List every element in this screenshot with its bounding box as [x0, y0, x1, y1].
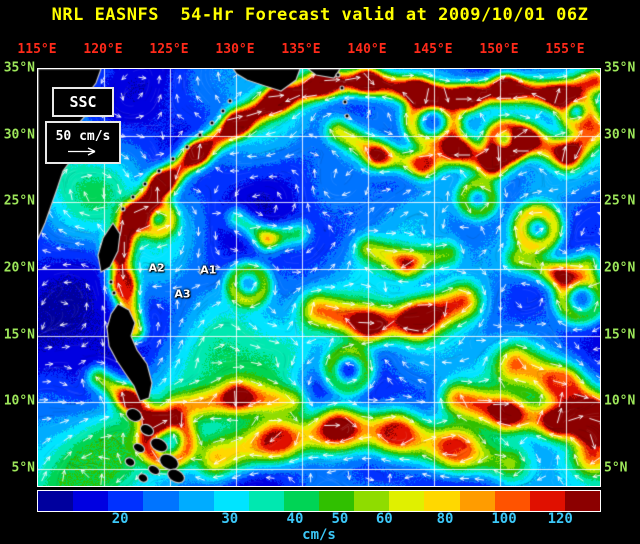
- lon-tick-label: 125°E: [149, 42, 188, 57]
- lon-tick-label: 120°E: [83, 42, 122, 57]
- lat-tick-label: 10°N: [0, 394, 35, 409]
- colorbar-segment: [214, 491, 249, 511]
- colorbar-unit-label: cm/s: [302, 527, 336, 543]
- colorbar-segment: [179, 491, 214, 511]
- colorbar-segment: [389, 491, 424, 511]
- lon-tick-label: 115°E: [17, 42, 56, 57]
- colorbar-segment: [424, 491, 459, 511]
- model-label-box: SSC: [52, 87, 114, 117]
- colorbar-tick-label: 20: [112, 511, 129, 527]
- forecast-page: NRL EASNFS 54-Hr Forecast valid at 2009/…: [0, 0, 640, 544]
- lat-tick-label: 20°N: [0, 261, 35, 276]
- velocity-scale-label: 50 cm/s: [56, 129, 111, 144]
- colorbar-segment: [108, 491, 143, 511]
- forecast-map: SSC 50 cm/s A1 A2 A3: [37, 68, 601, 487]
- colorbar-tick-label: 100: [491, 511, 516, 527]
- colorbar-segment: [143, 491, 178, 511]
- lat-tick-label: 20°N: [604, 261, 640, 276]
- lat-tick-label: 10°N: [604, 394, 640, 409]
- current-speed-field-canvas: [38, 69, 600, 486]
- station-annotation: A2: [148, 261, 164, 274]
- colorbar-segment: [354, 491, 389, 511]
- lat-tick-label: 35°N: [0, 61, 35, 76]
- colorbar-tick-label: 120: [548, 511, 573, 527]
- lon-tick-label: 140°E: [347, 42, 386, 57]
- lon-tick-label: 155°E: [545, 42, 584, 57]
- lat-tick-label: 35°N: [604, 61, 640, 76]
- lon-tick-label: 145°E: [413, 42, 452, 57]
- colorbar-segment: [284, 491, 319, 511]
- lat-tick-label: 25°N: [0, 194, 35, 209]
- colorbar-segment: [460, 491, 495, 511]
- page-title: NRL EASNFS 54-Hr Forecast valid at 2009/…: [0, 5, 640, 25]
- station-annotation: A3: [174, 287, 190, 300]
- lon-tick-label: 150°E: [479, 42, 518, 57]
- lat-tick-label: 15°N: [0, 327, 35, 342]
- colorbar-tick-label: 80: [437, 511, 454, 527]
- colorbar-tick-label: 60: [376, 511, 393, 527]
- model-label: SSC: [69, 93, 96, 111]
- lat-tick-label: 15°N: [604, 327, 640, 342]
- lat-tick-label: 30°N: [0, 127, 35, 142]
- lat-tick-label: 30°N: [604, 127, 640, 142]
- colorbar: [37, 490, 601, 512]
- colorbar-tick-label: 40: [287, 511, 304, 527]
- colorbar-segment: [495, 491, 530, 511]
- lat-tick-label: 5°N: [604, 461, 640, 476]
- lon-tick-label: 130°E: [215, 42, 254, 57]
- station-annotation: A1: [200, 263, 216, 276]
- colorbar-segment: [565, 491, 600, 511]
- colorbar-segment: [530, 491, 565, 511]
- scale-arrow-icon: [65, 146, 101, 157]
- colorbar-segment: [38, 491, 73, 511]
- colorbar-tick-label: 50: [331, 511, 348, 527]
- lat-tick-label: 5°N: [0, 461, 35, 476]
- lat-tick-label: 25°N: [604, 194, 640, 209]
- colorbar-segment: [319, 491, 354, 511]
- colorbar-tick-label: 30: [221, 511, 238, 527]
- colorbar-segment: [249, 491, 284, 511]
- colorbar-segment: [73, 491, 108, 511]
- lon-tick-label: 135°E: [281, 42, 320, 57]
- velocity-scale-box: 50 cm/s: [45, 121, 121, 164]
